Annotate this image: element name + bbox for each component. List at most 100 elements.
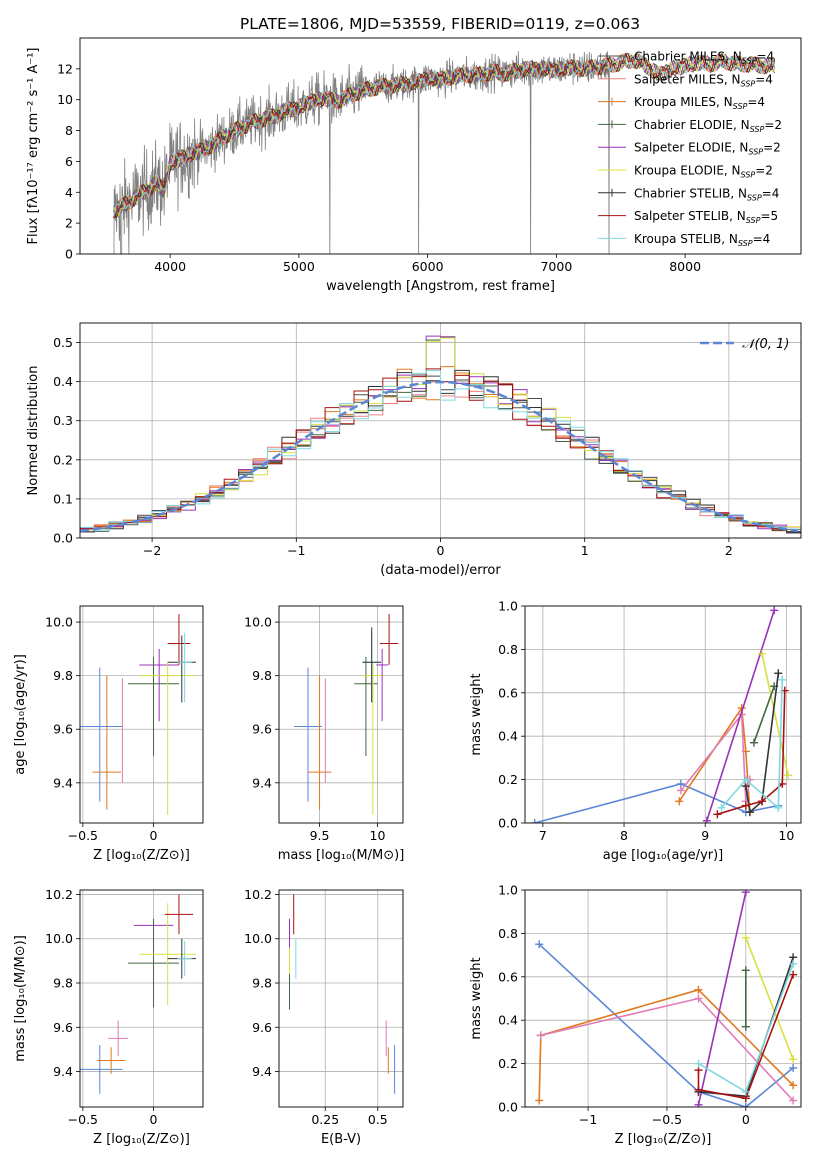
weight-marker: [741, 890, 750, 897]
weight-marker: [536, 1031, 545, 1040]
axes-frame: [79, 322, 802, 539]
errorbar-point: [379, 614, 399, 665]
weight-marker: [774, 669, 783, 678]
weight-marker: [530, 819, 539, 823]
errorbar-point: [139, 648, 179, 722]
errorbar-point: [128, 918, 179, 1008]
errorbar-point: [177, 940, 192, 977]
weight-marker: [675, 797, 684, 806]
legend-entry: 𝒩(0, 1): [742, 337, 789, 352]
axes-frame: [278, 605, 404, 824]
x-tick-label: −0.5: [68, 1112, 98, 1127]
y-tick-label: 9.4: [252, 775, 272, 790]
errorbar-point: [294, 667, 322, 802]
y-tick-label: 9.8: [53, 668, 73, 683]
x-tick-label: 2: [725, 543, 733, 558]
weight-line-chabrier-stelib: [745, 673, 780, 814]
x-axis-label: wavelength [Angstrom, rest frame]: [326, 279, 555, 294]
y-tick-label: 2: [65, 216, 73, 231]
x-axis-label: Z [log₁₀(Z/Z⊙)]: [93, 1132, 190, 1147]
axes-frame: [79, 605, 204, 824]
x-axis-label: age [log₁₀(age/yr)]: [603, 848, 724, 863]
y-tick-label: 0.1: [53, 491, 73, 506]
weight-marker: [745, 808, 754, 817]
y-tick-label: 9.4: [53, 775, 73, 790]
weight-marker: [694, 1085, 703, 1094]
weight-marker: [741, 933, 750, 942]
weight-marker: [702, 816, 711, 823]
errorbar-point: [177, 632, 192, 703]
legend-entry: Kroupa ELODIE, NSSP=2: [634, 164, 773, 180]
y-axis-label: Normed distribution: [26, 366, 41, 496]
histogram-kroupa-stelib: [80, 370, 801, 532]
weight-line-chabrier-elodie: [753, 686, 775, 743]
x-tick-label: 9: [701, 828, 709, 843]
weight-line-salpeter-elodie: [706, 610, 775, 822]
y-tick-label: 8: [65, 123, 73, 138]
weight-marker: [758, 649, 767, 658]
weight-marker: [694, 1100, 703, 1107]
errorbar-point: [307, 675, 332, 810]
x-tick-label: 10: [370, 828, 386, 843]
y-tick-label: 1.0: [498, 883, 518, 898]
x-axis-label: Z [log₁₀(Z/Z⊙)]: [93, 848, 190, 863]
x-axis-label: (data-model)/error: [380, 563, 501, 578]
errorbar-point: [362, 627, 381, 703]
x-axis-label: Z [log₁₀(Z/Z⊙)]: [615, 1132, 712, 1147]
model-spectrum-kroupa-stelib: [113, 54, 776, 217]
y-tick-label: 10: [57, 92, 73, 107]
weight-marker: [694, 985, 703, 994]
y-tick-label: 10.2: [244, 887, 272, 902]
x-tick-label: 0.5: [368, 1112, 388, 1127]
y-tick-label: 0.6: [498, 969, 518, 984]
panel-age_vs_mass: 9.5 10 9.4 9.6 9.8 10.0 mass [log₁₀(M/M⊙)]: [244, 605, 404, 863]
errorbar-point: [108, 1020, 129, 1057]
x-axis-label: E(B-V): [321, 1132, 361, 1147]
errorbar-point: [92, 675, 121, 810]
y-axis-label: age [log₁₀(age/yr)]: [13, 654, 28, 775]
normal-curve: [80, 380, 799, 533]
weight-line-extra_blue: [538, 943, 794, 1107]
y-tick-label: 9.8: [252, 668, 272, 683]
y-tick-label: 0.8: [498, 926, 518, 941]
plot-area-residuals: [80, 323, 801, 538]
errorbar-point: [354, 656, 378, 757]
legend-spectrum: Chabrier MILES, NSSP=4 Salpeter MILES, NS…: [598, 50, 782, 248]
legend-entry: Salpeter ELODIE, NSSP=2: [634, 141, 781, 157]
legend-entry: Chabrier ELODIE, NSSP=2: [634, 118, 782, 134]
weight-line-salpeter-elodie: [697, 892, 747, 1105]
axes-frame: [524, 605, 802, 824]
x-tick-label: 0: [150, 828, 158, 843]
weight-line-extra_blue: [534, 783, 779, 823]
plot-area-spectrum: [113, 51, 776, 254]
plot-area-mass_vs_ebv: [279, 890, 403, 1107]
weight-line-salpeter-stelib: [717, 690, 786, 816]
y-tick-label: 9.4: [53, 1064, 73, 1079]
y-tick-label: 0.5: [53, 335, 73, 350]
weight-marker: [770, 606, 779, 615]
weight-marker: [789, 1081, 798, 1090]
x-tick-label: 7: [539, 828, 547, 843]
weight-marker: [778, 675, 787, 684]
y-tick-label: 10.0: [45, 615, 73, 630]
y-tick-label: 9.6: [252, 722, 272, 737]
weight-marker: [741, 1103, 750, 1107]
weight-marker: [694, 994, 703, 1003]
y-tick-label: 10.0: [45, 931, 73, 946]
y-tick-label: 4: [65, 185, 73, 200]
weight-marker: [784, 771, 793, 780]
y-tick-label: 1.0: [498, 599, 518, 614]
y-tick-label: 0.0: [498, 1100, 518, 1115]
y-tick-label: 0.6: [498, 685, 518, 700]
y-axis-label: mass weight: [469, 673, 484, 755]
x-tick-label: 6000: [412, 259, 444, 274]
legend-entry: Salpeter MILES, NSSP=4: [634, 72, 773, 88]
y-tick-label: 9.4: [252, 1064, 272, 1079]
y-tick-label: 9.8: [252, 976, 272, 991]
axes-frame: [79, 37, 802, 255]
y-tick-label: 0.4: [498, 729, 518, 744]
weight-marker: [741, 1087, 750, 1096]
y-tick-label: 12: [57, 61, 73, 76]
weight-marker: [789, 1063, 798, 1072]
